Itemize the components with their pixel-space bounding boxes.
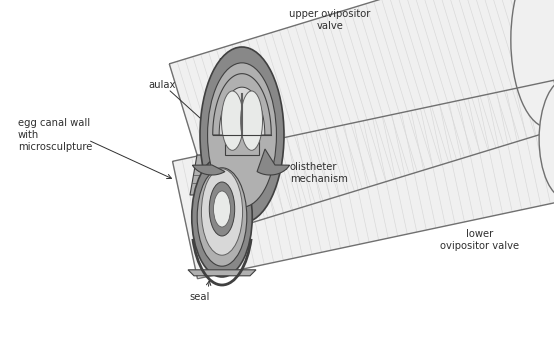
Text: rhachis: rhachis: [218, 56, 254, 66]
Polygon shape: [170, 0, 554, 232]
Ellipse shape: [222, 91, 243, 150]
Bar: [225, 137, 259, 155]
Ellipse shape: [539, 79, 554, 199]
Text: egg canal wall
with
microsculpture: egg canal wall with microsculpture: [18, 118, 93, 152]
Polygon shape: [188, 270, 256, 276]
Text: aulax: aulax: [148, 80, 176, 90]
Polygon shape: [190, 155, 280, 195]
Ellipse shape: [202, 169, 243, 255]
Text: olistheter
mechanism: olistheter mechanism: [290, 162, 348, 184]
Ellipse shape: [208, 63, 276, 207]
Polygon shape: [213, 74, 271, 135]
Ellipse shape: [511, 0, 554, 128]
Ellipse shape: [213, 191, 230, 227]
Polygon shape: [192, 165, 225, 175]
Ellipse shape: [240, 91, 263, 150]
Ellipse shape: [192, 157, 252, 277]
Ellipse shape: [209, 182, 235, 236]
Polygon shape: [172, 80, 554, 279]
Ellipse shape: [197, 168, 247, 266]
Polygon shape: [219, 87, 265, 135]
Text: upper ovipositor
valve: upper ovipositor valve: [289, 9, 371, 31]
Ellipse shape: [200, 47, 284, 223]
Text: lower
ovipositor valve: lower ovipositor valve: [440, 229, 520, 251]
Polygon shape: [257, 149, 290, 175]
Text: seal: seal: [190, 292, 210, 302]
